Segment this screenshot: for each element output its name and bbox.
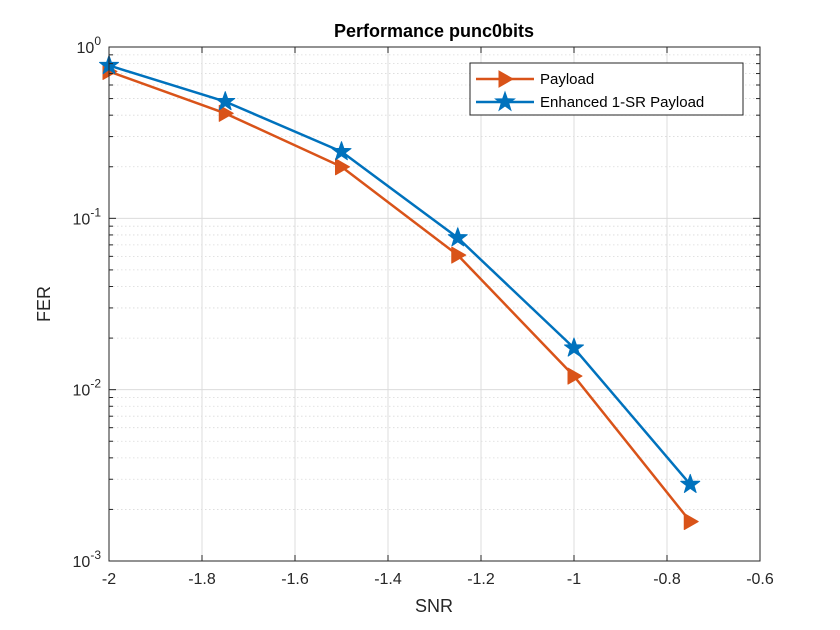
- y-tick-labels: 100 10-1 10-2 10-3: [73, 34, 102, 571]
- x-tick-label: -0.8: [653, 571, 681, 588]
- y-tick-label: 10-1: [73, 205, 102, 228]
- legend-label: Enhanced 1-SR Payload: [540, 94, 704, 111]
- data-point: [335, 158, 350, 176]
- legend-entry: Enhanced 1-SR Payload: [476, 90, 704, 112]
- x-tick-label: -0.6: [746, 571, 774, 588]
- x-tick-labels: -2 -1.8 -1.6 -1.4 -1.2 -1 -0.8 -0.6: [102, 571, 774, 588]
- x-tick-label: -1: [567, 571, 581, 588]
- x-tick-label: -1.4: [374, 571, 402, 588]
- y-axis-label: FER: [34, 286, 54, 322]
- y-tick-label: 100: [77, 34, 102, 57]
- data-point: [567, 367, 583, 385]
- ticks: [108, 46, 761, 562]
- legend: Payload Enhanced 1-SR Payload: [469, 62, 744, 116]
- axes-box: [108, 46, 761, 562]
- y-tick-label: 10-2: [73, 377, 102, 400]
- series-layer: [98, 54, 701, 531]
- x-axis-label: SNR: [415, 596, 453, 616]
- plot-background: [109, 47, 760, 561]
- legend-entry: Payload: [476, 70, 594, 88]
- chart-title: Performance punc0bits: [334, 21, 534, 41]
- x-tick-label: -1.6: [281, 571, 309, 588]
- data-point: [680, 473, 701, 493]
- legend-marker: [498, 70, 515, 88]
- data-point: [215, 91, 236, 111]
- x-tick-label: -2: [102, 571, 116, 588]
- series-line: [108, 64, 692, 486]
- data-point: [683, 513, 699, 531]
- legend-marker: [494, 90, 516, 112]
- legend-box: [469, 62, 744, 116]
- data-point: [218, 104, 234, 122]
- x-tick-label: -1.8: [188, 571, 216, 588]
- legend-label: Payload: [540, 71, 594, 88]
- x-tick-label: -1.2: [467, 571, 495, 588]
- data-point: [447, 227, 468, 247]
- data-point: [331, 141, 352, 161]
- data-point: [451, 246, 467, 264]
- series-line: [108, 70, 692, 523]
- y-tick-label: 10-3: [73, 548, 102, 571]
- data-point: [563, 337, 585, 357]
